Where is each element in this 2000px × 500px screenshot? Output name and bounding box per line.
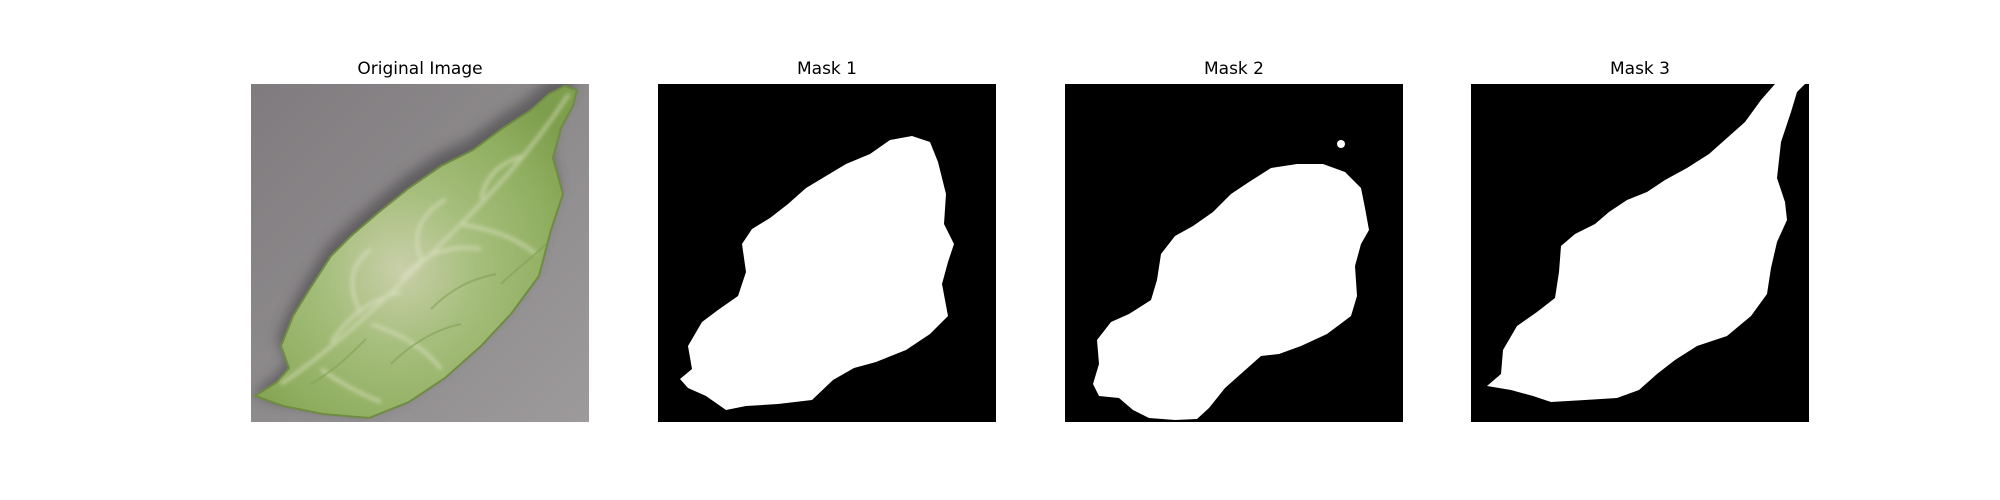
- mask-3-image: [1471, 84, 1809, 422]
- panel-original-image: Original Image: [251, 58, 589, 426]
- mask-2-speck: [1337, 140, 1345, 148]
- panel-mask-1: Mask 1: [658, 58, 996, 426]
- mask-2-region: [1093, 164, 1369, 420]
- original-leaf-photo: [251, 84, 589, 422]
- mask-3-region: [1487, 84, 1805, 402]
- panel-mask-3: Mask 3: [1471, 58, 1809, 426]
- panel-mask-2: Mask 2: [1065, 58, 1403, 426]
- panel-title: Mask 1: [796, 59, 857, 79]
- panel-title: Mask 2: [1203, 59, 1264, 79]
- mask-2-image: [1065, 84, 1403, 422]
- panel-title: Mask 3: [1609, 59, 1670, 79]
- panel-title: Original Image: [357, 59, 483, 79]
- mask-1-region: [680, 136, 954, 410]
- mask-1-image: [658, 84, 996, 422]
